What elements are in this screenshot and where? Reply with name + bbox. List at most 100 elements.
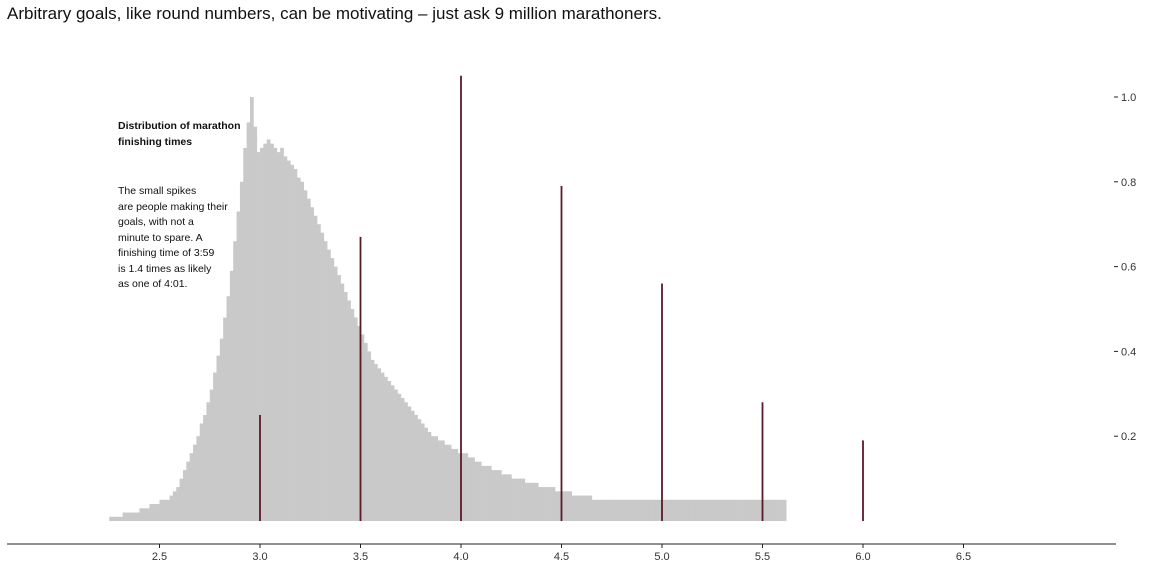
y-axis-ticks: 0.2 0.4 0.6 0.8 1.0 xyxy=(1114,92,1136,443)
histogram-bar xyxy=(182,470,187,521)
histogram-bar xyxy=(652,499,656,521)
histogram-bar xyxy=(149,504,154,521)
x-axis-ticks: 2.5 3.0 3.5 4.0 4.5 5.0 5.5 6.0 6.5 xyxy=(152,544,971,563)
histogram-bar xyxy=(206,402,211,521)
histogram-bar xyxy=(444,444,449,521)
histogram-bar xyxy=(320,232,325,521)
histogram-bar xyxy=(628,499,633,521)
histogram-bar xyxy=(186,461,191,521)
histogram-bar xyxy=(461,453,465,521)
histogram-bar xyxy=(189,453,194,521)
histogram-bar xyxy=(561,491,566,521)
histogram-bar xyxy=(360,334,365,521)
histogram-bar xyxy=(176,487,181,521)
histogram-bar xyxy=(635,499,640,521)
y-tick-label: 0.4 xyxy=(1121,346,1136,358)
histogram-bar xyxy=(387,381,392,521)
histogram-bar xyxy=(755,499,760,521)
histogram-bar xyxy=(347,300,351,521)
histogram-bar xyxy=(678,499,683,521)
histogram-bar xyxy=(531,482,536,521)
histogram-bar xyxy=(340,283,345,521)
histogram-bar xyxy=(688,499,693,521)
histogram-bar xyxy=(568,491,573,521)
histogram-bar xyxy=(675,499,680,521)
annotation-title: Distribution of marathon finishing times xyxy=(118,120,241,148)
histogram-bar xyxy=(394,389,398,521)
histogram-bar xyxy=(732,499,737,521)
histogram-bar xyxy=(464,453,469,521)
histogram-bar xyxy=(350,309,355,521)
histogram-bar xyxy=(112,516,117,521)
histogram-bar xyxy=(236,211,241,522)
histogram-bar xyxy=(457,453,462,521)
histogram-bar xyxy=(709,499,713,521)
histogram-bar xyxy=(243,147,248,521)
histogram-bar xyxy=(270,143,274,521)
histogram-bar xyxy=(625,499,629,521)
histogram-bar xyxy=(497,470,502,521)
histogram-bar xyxy=(729,499,733,521)
histogram-bar xyxy=(742,499,747,521)
histogram-bar xyxy=(380,372,385,521)
histogram-bar xyxy=(588,495,593,521)
histogram-bar xyxy=(420,423,425,521)
histogram-bar xyxy=(762,499,767,521)
histogram-bar xyxy=(404,402,408,521)
histogram-bar xyxy=(213,372,217,521)
histogram-bar xyxy=(521,478,526,521)
histogram-bar xyxy=(541,487,546,521)
histogram-bar xyxy=(554,491,559,521)
histogram-bar xyxy=(779,499,784,521)
histogram-bar xyxy=(712,499,717,521)
histogram-bar xyxy=(538,487,542,521)
histogram-bar xyxy=(658,499,663,521)
histogram-bar xyxy=(136,512,140,521)
histogram-bar xyxy=(427,431,432,521)
histogram-bar xyxy=(719,499,723,521)
histogram-bar xyxy=(605,499,609,521)
histogram-bar xyxy=(574,495,579,521)
histogram-bar xyxy=(303,190,308,521)
annotation-body: The small spikes are people making their… xyxy=(118,185,228,290)
histogram-bar xyxy=(139,508,144,521)
histogram-bar xyxy=(631,499,636,521)
x-tick-label: 6.0 xyxy=(855,551,870,563)
histogram-bar xyxy=(363,342,368,521)
histogram-bar xyxy=(193,444,197,521)
histogram-bar xyxy=(514,478,519,521)
histogram-bar xyxy=(276,152,281,521)
histogram-bar xyxy=(296,177,301,521)
histogram-bar xyxy=(209,389,214,521)
histogram-bar xyxy=(776,499,780,521)
x-tick-label: 4.0 xyxy=(453,551,468,563)
histogram-bar xyxy=(695,499,700,521)
histogram-bar xyxy=(263,143,268,521)
histogram-bar xyxy=(390,385,395,521)
y-tick-label: 1.0 xyxy=(1121,92,1136,104)
histogram-bar xyxy=(330,258,335,521)
histogram-bar xyxy=(156,504,160,521)
histogram-bar xyxy=(126,512,130,521)
histogram-bar xyxy=(608,499,613,521)
x-tick-label: 3.0 xyxy=(252,551,267,563)
histogram-bar xyxy=(323,241,328,521)
histogram-bar xyxy=(645,499,650,521)
histogram-bar xyxy=(286,160,291,521)
histogram-bar xyxy=(715,499,720,521)
histogram-bar xyxy=(166,499,170,521)
histogram-bar xyxy=(551,487,556,521)
histogram-bar xyxy=(414,415,418,521)
histogram-bar xyxy=(293,169,298,521)
histogram-bar xyxy=(119,516,124,521)
histogram-bar xyxy=(306,198,311,521)
histogram-bar xyxy=(467,457,472,521)
histogram-bar xyxy=(333,266,338,521)
histogram-bar xyxy=(370,359,375,521)
histogram-bar xyxy=(384,376,388,521)
histogram-bar xyxy=(685,499,690,521)
histogram-bar xyxy=(765,499,770,521)
histogram-bar xyxy=(518,478,522,521)
histogram-bar xyxy=(377,368,382,521)
